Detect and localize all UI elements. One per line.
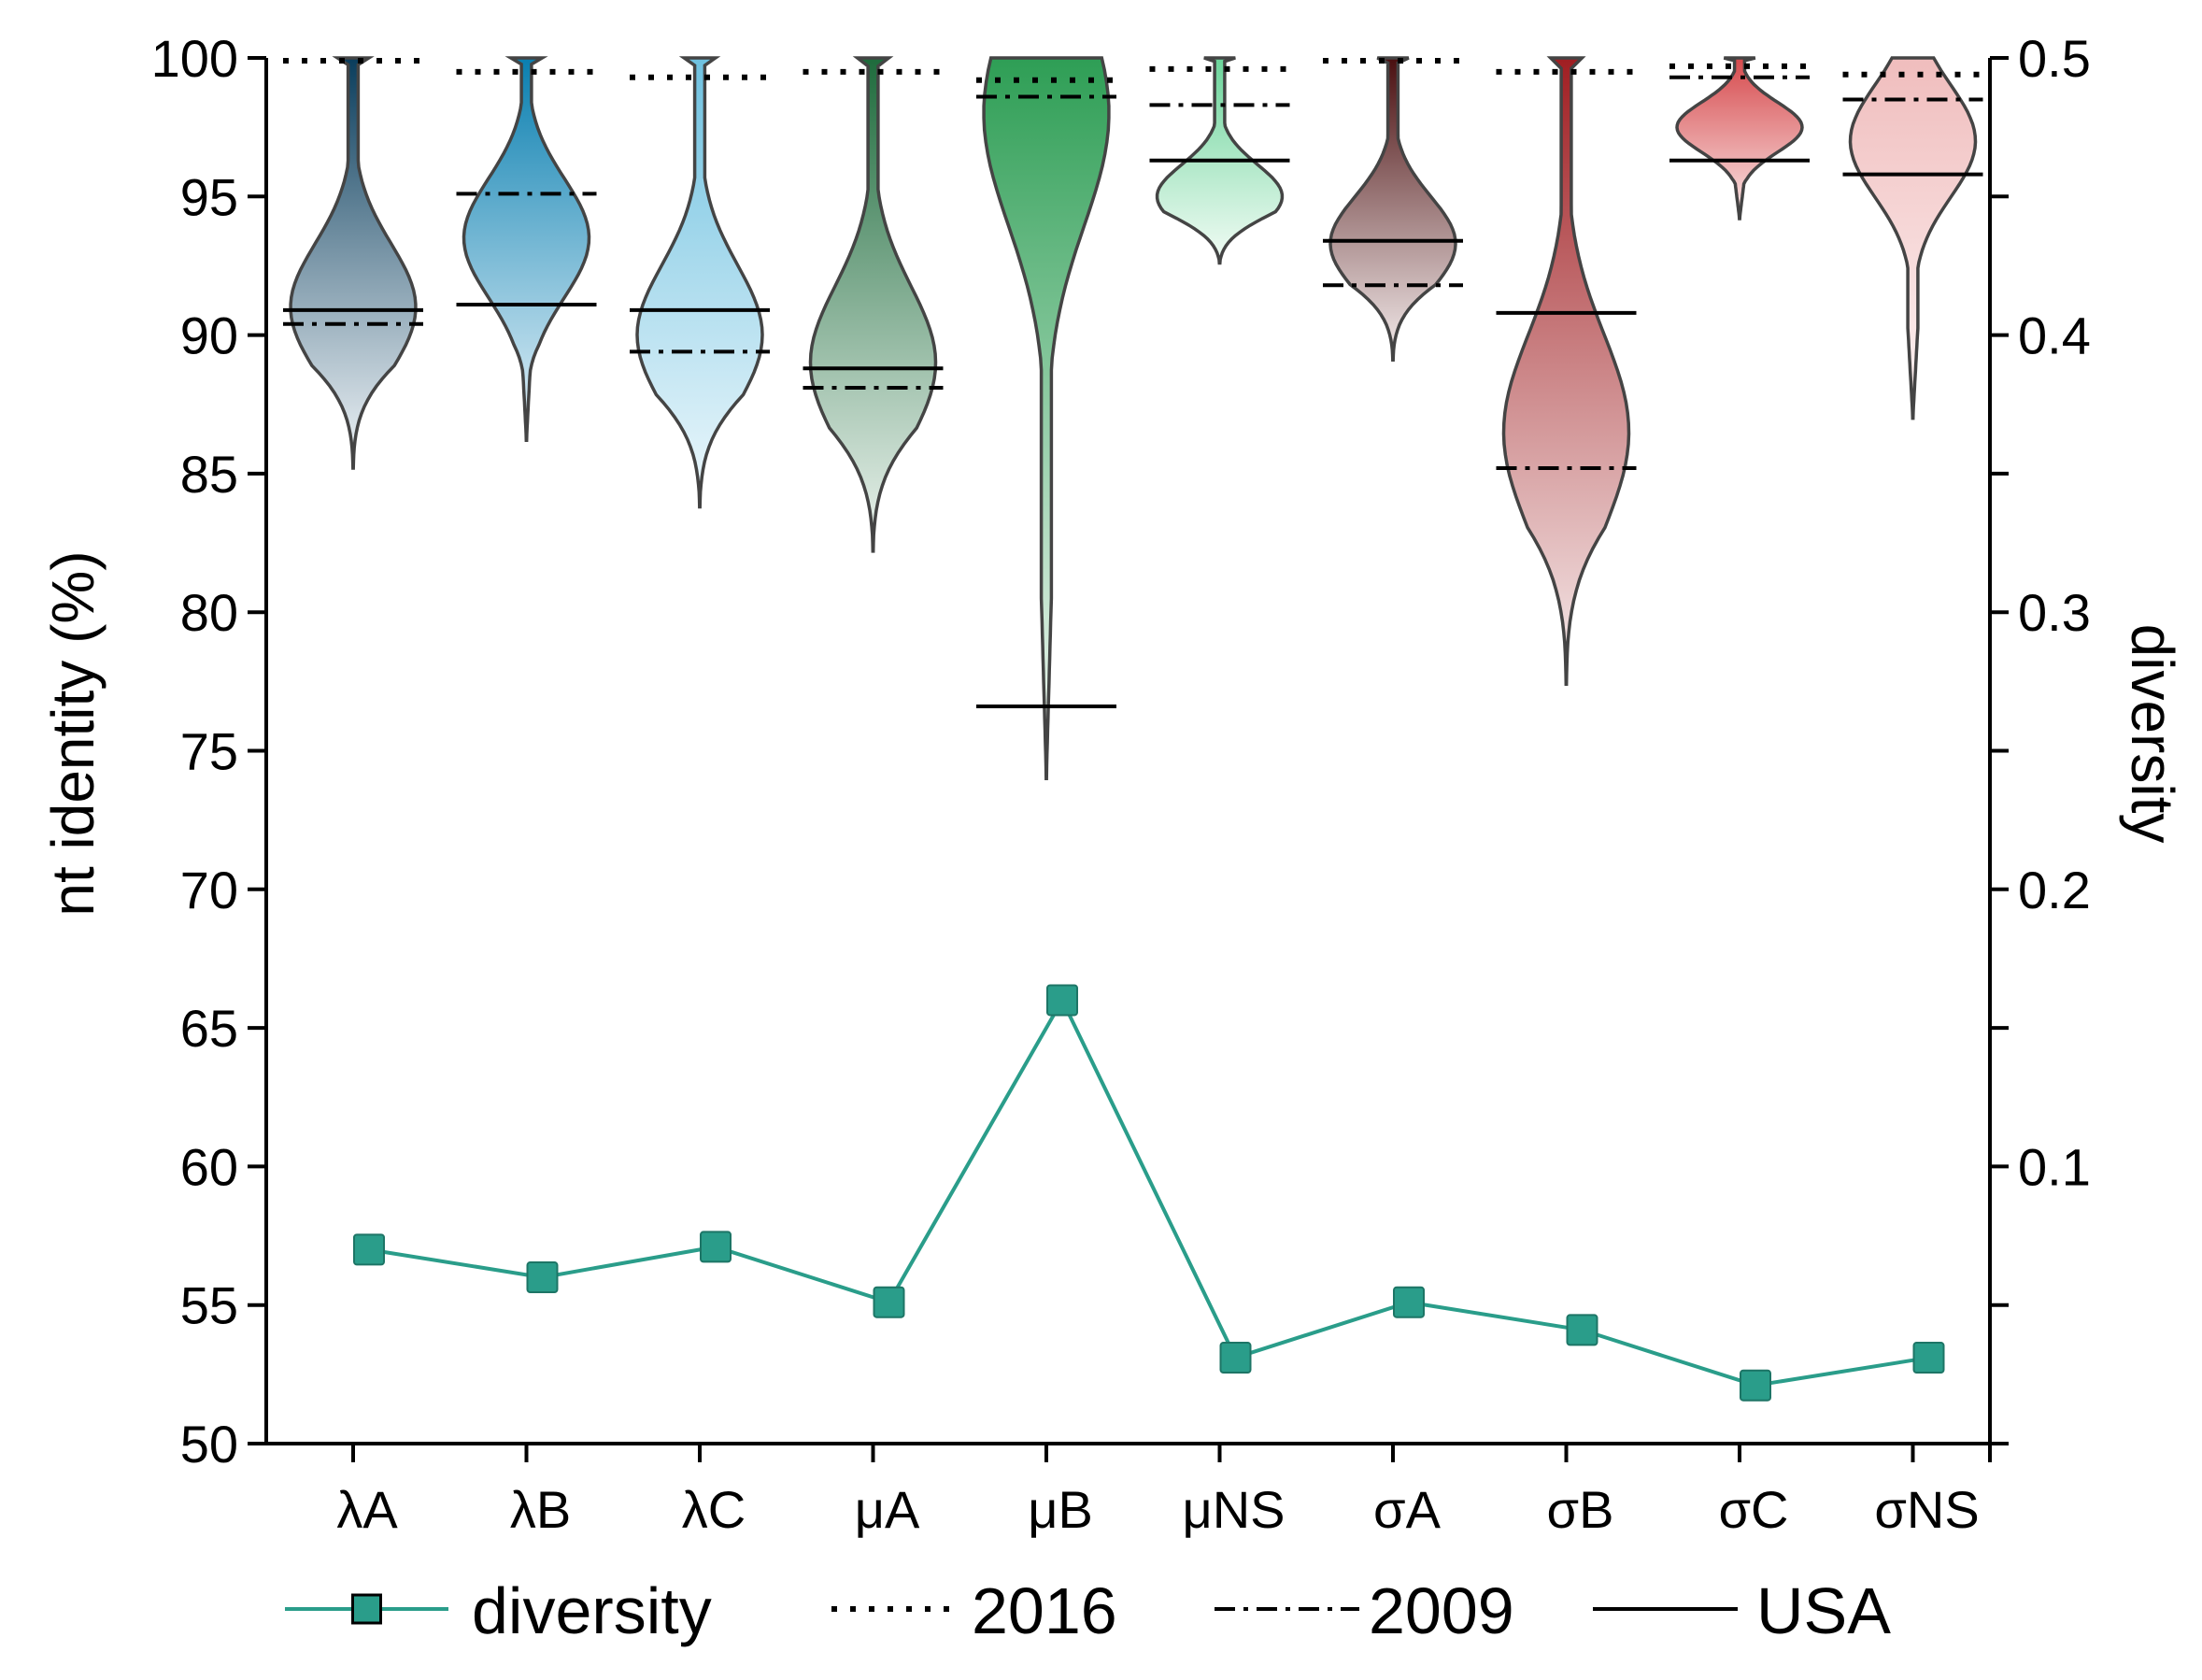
violin-μB [982,56,1111,780]
legend-item-2009: 2009 [1215,1574,1514,1647]
legend-item-diversity: diversity [285,1574,712,1647]
violin-λB [462,56,591,443]
y-left-tick-label-65: 65 [180,999,238,1058]
x-tick-label-σB: σB [1547,1480,1614,1539]
diversity-series [353,984,1945,1402]
diversity-point-μB [1046,984,1078,1017]
y-left-tick-label-50: 50 [180,1415,238,1474]
x-tick-label-σC: σC [1718,1480,1788,1539]
y-right-tick-label-0.5: 0.5 [2018,29,2091,88]
y-left-tick-label-80: 80 [180,583,238,642]
legend-item-USA: USA [1593,1574,1891,1647]
y-left-tick-label-60: 60 [180,1137,238,1196]
y-left-tick-label-100: 100 [151,29,238,88]
x-tick-label-μB: μB [1028,1480,1093,1539]
violin-σA [1328,56,1457,363]
x-tick-label-λA: λA [336,1480,398,1539]
x-tick-label-σNS: σNS [1874,1480,1979,1539]
y-left-tick-label-55: 55 [180,1276,238,1335]
y-left-tick-label-95: 95 [180,167,238,226]
y-left-tick-label-75: 75 [180,722,238,781]
diversity-point-σNS [1912,1342,1945,1374]
x-tick-label-μA: μA [855,1480,920,1539]
y-right-tick-label-0.2: 0.2 [2018,861,2091,919]
legend-label-2016: 2016 [972,1574,1117,1647]
violin-σC [1675,56,1804,221]
violin-σNS [1848,56,1978,420]
y-left-tick-label-70: 70 [180,861,238,919]
violins [289,56,1978,780]
legend-label-2009: 2009 [1369,1574,1514,1647]
axes: 50 55 60 65 70 75 80 85 90 95 100 0.1 0.2 0.3 0.4 0.5 λA… [151,29,2091,1539]
violin-λA [289,56,418,470]
x-tick-label-σA: σA [1373,1480,1442,1539]
violin-μA [808,56,938,553]
diversity-point-λA [353,1233,385,1266]
y-right-tick-label-0.3: 0.3 [2018,583,2091,642]
legend-swatch-marker [351,1593,382,1625]
diversity-point-σC [1740,1369,1771,1402]
y-left-tick-label-85: 85 [180,445,238,504]
legend: diversity 2016 2009 USA [285,1574,1891,1647]
y-axis-left-title: nt identity (%) [39,550,107,916]
y-right-tick-label-0.4: 0.4 [2018,306,2091,365]
y-axis-right-title: diversity [2119,624,2186,844]
diversity-point-σB [1566,1314,1598,1346]
violin-λC [635,56,764,509]
legend-label-diversity: diversity [472,1574,712,1647]
x-tick-label-λC: λC [682,1480,746,1539]
reference-lines [283,57,1983,709]
diversity-point-σA [1393,1286,1425,1318]
diversity-point-μNS [1219,1342,1252,1374]
legend-label-USA: USA [1756,1574,1891,1647]
diversity-point-λB [526,1261,559,1294]
violin-σB [1501,56,1631,687]
x-tick-label-λB: λB [510,1480,571,1539]
x-tick-label-μNS: μNS [1182,1480,1285,1539]
diversity-point-μA [873,1286,905,1318]
diversity-point-λC [700,1231,732,1263]
y-right-tick-label-0.1: 0.1 [2018,1137,2091,1196]
y-left-tick-label-90: 90 [180,306,238,365]
diversity-line [368,996,1929,1388]
legend-item-2016: 2016 [831,1574,1117,1647]
